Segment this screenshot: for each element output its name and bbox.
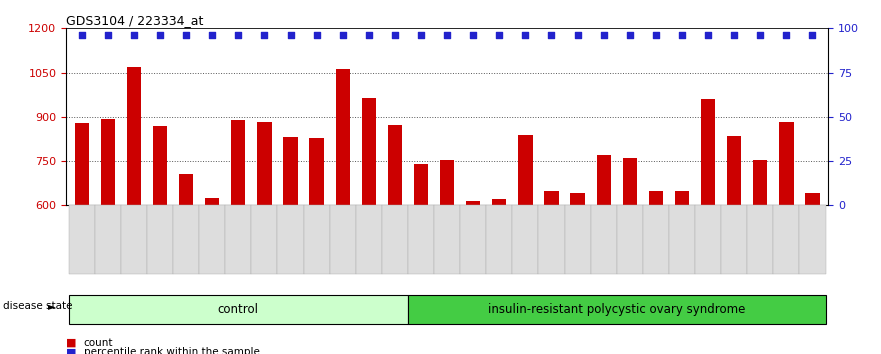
Point [388,32,402,38]
Bar [675,192,689,205]
Bar [414,164,428,205]
Point [518,32,532,38]
Bar [127,67,141,205]
Bar [440,160,455,205]
Bar [388,125,402,205]
Bar [231,120,246,205]
Bar [336,69,350,205]
Bar [648,192,663,205]
Point [414,32,428,38]
Text: ■: ■ [66,338,77,348]
Bar [623,158,637,205]
Bar [596,155,611,205]
Text: GDS3104 / 223334_at: GDS3104 / 223334_at [66,14,204,27]
Point [675,32,689,38]
Point [309,32,323,38]
Point [232,32,246,38]
Point [75,32,89,38]
Bar [779,122,794,205]
Point [648,32,663,38]
Text: ■: ■ [66,347,77,354]
Bar [179,174,193,205]
Point [701,32,715,38]
Point [257,32,271,38]
Bar [570,193,585,205]
Point [753,32,767,38]
Point [440,32,454,38]
Text: ►: ► [48,301,56,311]
Text: percentile rank within the sample: percentile rank within the sample [84,347,260,354]
Point [571,32,585,38]
Point [153,32,167,38]
Point [100,32,115,38]
Text: disease state: disease state [3,301,72,311]
Text: insulin-resistant polycystic ovary syndrome: insulin-resistant polycystic ovary syndr… [488,303,745,316]
Bar [205,198,219,205]
Point [623,32,637,38]
Point [727,32,741,38]
Point [466,32,480,38]
Point [284,32,298,38]
Point [805,32,819,38]
Bar [727,136,742,205]
Bar [466,201,480,205]
Bar [518,135,533,205]
Bar [753,160,767,205]
Point [336,32,350,38]
Bar [75,123,89,205]
Point [780,32,794,38]
Bar [257,122,271,205]
Point [205,32,219,38]
Point [127,32,141,38]
Bar [701,99,715,205]
Text: control: control [218,303,259,316]
Bar [805,193,819,205]
Bar [492,199,507,205]
Point [179,32,193,38]
Bar [100,119,115,205]
Text: count: count [84,338,113,348]
Point [596,32,611,38]
Bar [152,126,167,205]
Point [544,32,559,38]
Bar [284,137,298,205]
Point [362,32,376,38]
Bar [544,191,559,205]
Point [492,32,507,38]
Bar [361,98,376,205]
Bar [309,138,324,205]
